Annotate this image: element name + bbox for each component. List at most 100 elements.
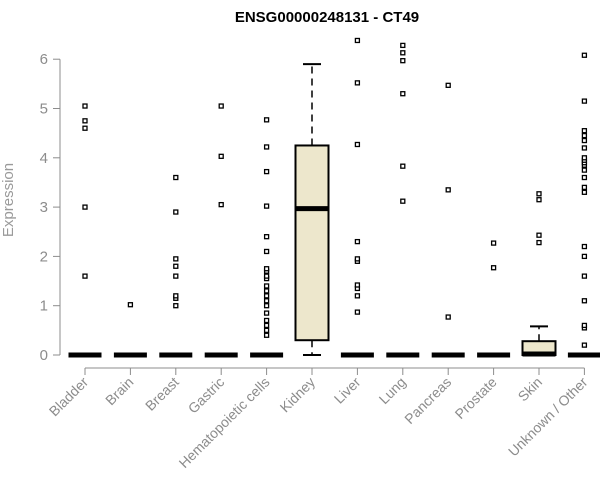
- outlier-point: [173, 273, 179, 279]
- y-tick-label: 5: [40, 101, 48, 118]
- box-group: [294, 63, 330, 356]
- outlier-point: [263, 288, 270, 294]
- outlier-point: [263, 332, 270, 338]
- box-group: [567, 52, 600, 358]
- outlier-point: [263, 327, 270, 334]
- outlier-point: [581, 145, 588, 151]
- outlier-point: [218, 201, 224, 208]
- outlier-point: [354, 256, 361, 262]
- x-tick-label: Brain: [102, 374, 136, 408]
- outlier-point: [263, 234, 270, 240]
- outlier-point: [354, 37, 361, 44]
- outlier-point: [490, 240, 497, 246]
- x-tick-label: Gastric: [185, 374, 228, 417]
- y-axis-label: Expression: [0, 163, 17, 237]
- outlier-point: [354, 141, 361, 148]
- x-tick-label: Liver: [331, 374, 364, 407]
- y-tick-label: 6: [40, 51, 48, 68]
- outlier-point: [400, 58, 406, 64]
- outlier-point: [581, 342, 588, 348]
- outlier-point: [263, 303, 270, 309]
- x-tick-label: Prostate: [452, 374, 500, 422]
- outlier-point: [173, 293, 179, 299]
- outlier-point: [581, 98, 588, 104]
- outlier-point: [82, 204, 88, 210]
- outlier-point: [400, 91, 406, 97]
- x-tick-label: Kidney: [277, 374, 319, 416]
- x-tick-label: Hematopoietic cells: [176, 374, 273, 471]
- outlier-point: [354, 293, 361, 299]
- outlier-point: [354, 309, 361, 315]
- outlier-point: [581, 128, 588, 134]
- outlier-point: [536, 191, 542, 197]
- box-group: [521, 191, 557, 357]
- outlier-point: [581, 322, 588, 329]
- outlier-point: [490, 265, 497, 271]
- outlier-point: [82, 103, 88, 109]
- outlier-point: [263, 322, 270, 329]
- outlier-point: [581, 273, 588, 279]
- x-tick-label: Skin: [515, 374, 546, 405]
- box-group: [68, 103, 102, 358]
- y-tick-label: 0: [40, 347, 48, 364]
- outlier-point: [263, 310, 270, 316]
- outlier-point: [400, 163, 406, 169]
- outlier-point: [581, 184, 588, 191]
- outlier-point: [581, 174, 588, 181]
- outlier-point: [263, 317, 270, 324]
- box-group: [113, 302, 147, 358]
- outlier-point: [536, 232, 542, 238]
- plot-area: [68, 37, 600, 358]
- box-group: [340, 37, 374, 358]
- outlier-point: [581, 189, 588, 195]
- outlier-point: [581, 167, 588, 173]
- outlier-point: [400, 42, 406, 49]
- outlier-point: [263, 298, 270, 304]
- outlier-point: [218, 103, 224, 109]
- x-tick-label: Bladder: [46, 374, 92, 420]
- box-group: [204, 103, 238, 358]
- box-group: [431, 82, 465, 358]
- outlier-point: [173, 209, 179, 215]
- outlier-point: [82, 118, 88, 124]
- outlier-point: [263, 168, 270, 175]
- outlier-point: [445, 82, 451, 88]
- outlier-point: [127, 302, 134, 308]
- outlier-point: [263, 117, 270, 123]
- y-tick-label: 2: [40, 248, 48, 265]
- outlier-point: [400, 50, 406, 56]
- outlier-point: [581, 155, 588, 161]
- x-tick-label: Unknown / Other: [505, 374, 591, 460]
- outlier-point: [354, 282, 361, 288]
- outlier-point: [263, 144, 270, 150]
- box: [294, 144, 330, 342]
- outlier-point: [354, 238, 361, 245]
- outlier-point: [445, 187, 451, 193]
- box-group: [386, 42, 420, 358]
- outlier-point: [263, 283, 270, 289]
- outlier-point: [354, 80, 361, 86]
- y-tick-label: 4: [40, 150, 48, 167]
- outlier-point: [400, 198, 406, 204]
- outlier-point: [218, 153, 224, 159]
- y-tick-label: 1: [40, 298, 48, 315]
- outlier-point: [581, 298, 588, 304]
- box-group: [250, 117, 284, 358]
- outlier-point: [263, 203, 270, 209]
- outlier-point: [581, 253, 588, 260]
- box-group: [477, 240, 511, 358]
- x-tick-label: Lung: [376, 374, 409, 407]
- outlier-point: [263, 248, 270, 255]
- outlier-point: [82, 125, 88, 131]
- y-axis: 0 1 2 3 4 5 6: [40, 51, 61, 364]
- y-tick-label: 3: [40, 199, 48, 216]
- outlier-point: [263, 266, 270, 272]
- outlier-point: [173, 263, 179, 269]
- outlier-point: [263, 273, 270, 279]
- outlier-point: [581, 137, 588, 144]
- x-tick-label: Pancreas: [401, 374, 454, 427]
- outlier-point: [581, 132, 588, 139]
- outlier-point: [173, 174, 179, 181]
